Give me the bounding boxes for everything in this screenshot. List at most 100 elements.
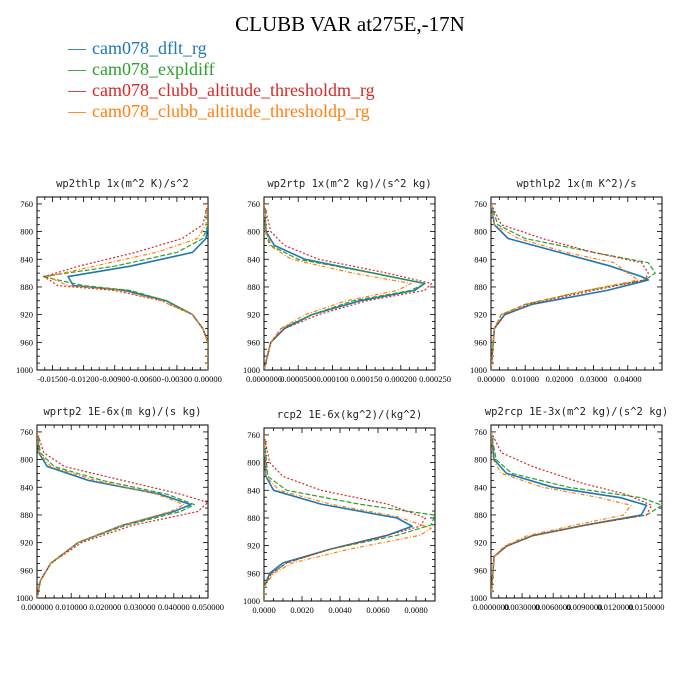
y-tick-label: 1000 [243,365,260,375]
y-tick-label: 800 [474,227,487,237]
y-tick-label: 880 [474,282,487,292]
plot-frame [263,427,436,602]
y-tick-label: 840 [474,482,487,492]
y-tick-label: 960 [20,337,33,347]
y-tick-label: 920 [474,310,487,320]
x-tick-label: 0.000200 [385,374,417,384]
y-tick-label: 760 [247,199,260,209]
chart-panel: rcp2 1E-6x(kg^2)/(kg^2) 760 800 840 880 920 96… [243,409,436,615]
x-tick-label: -0.01200 [68,374,98,384]
y-tick-label: 960 [247,568,260,578]
x-tick-label: -0.00600 [131,374,161,384]
x-tick-label: -0.00300 [162,374,192,384]
x-tick-label: -0.00900 [99,374,129,384]
y-tick-label: 1000 [16,365,33,375]
y-tick-label: 840 [20,482,33,492]
series-line [491,203,639,370]
x-tick-label: 0.0000000 [246,374,282,384]
legend-item-thresholdm: — cam078_clubb_altitude_thresholdm_rg [68,80,375,101]
series-line [264,434,435,601]
series-line [37,431,195,598]
series-line [43,203,208,370]
y-tick-label: 960 [247,337,260,347]
x-tick-label: 0.00000 [194,374,222,384]
y-tick-label: 920 [20,538,33,548]
x-tick-label: 0.0000500 [280,374,316,384]
y-tick-label: 960 [474,337,487,347]
x-tick-label: 0.0030000 [504,602,540,612]
y-tick-label: 800 [247,227,260,237]
x-tick-label: 0.030000 [124,602,156,612]
y-tick-label: 1000 [243,596,260,606]
y-tick-label: 920 [474,538,487,548]
x-tick-label: 0.000250 [419,374,451,384]
x-tick-label: 0.04000 [614,374,642,384]
x-tick-label: 0.0080 [404,605,427,615]
y-tick-label: 880 [20,282,33,292]
series-line [46,203,208,370]
figure-title: CLUBB VAR at275E,-17N [235,12,465,36]
chart-panel: wp2rcp 1E-3x(m^2 kg)/(s^2 kg) 760 800 840 88… [470,406,668,612]
legend-line-icon: — [68,80,86,100]
legend-label: cam078_dflt_rg [92,38,207,58]
plot-frame [263,196,436,371]
plot-frame [36,424,209,599]
x-tick-label: 0.050000 [192,602,224,612]
x-tick-label: 0.040000 [158,602,190,612]
series-line [264,203,412,370]
legend-item-thresholdp: — cam078_clubb_altitude_thresholdp_rg [68,101,375,122]
series-line [264,203,433,370]
x-tick-label: 0.000150 [351,374,383,384]
x-tick-label: 0.03000 [580,374,608,384]
series-line [37,431,185,598]
legend-item-expldiff: — cam078_expldiff [68,59,375,80]
x-tick-label: 0.010000 [55,602,87,612]
x-tick-label: 0.02000 [546,374,574,384]
x-tick-label: 0.0090000 [566,602,602,612]
series-line [264,434,432,601]
legend-label: cam078_clubb_altitude_thresholdm_rg [92,80,375,100]
legend-item-dflt: — cam078_dflt_rg [68,38,375,59]
panel-title: wprtp2 1E-6x(m kg)/(s kg) [43,406,201,418]
y-tick-label: 800 [474,455,487,465]
legend: — cam078_dflt_rg — cam078_expldiff — cam078… [68,38,375,122]
chart-panel: wpthlp2 1x(m K^2)/s 760 800 840 880 920 960 100… [470,178,663,384]
x-tick-label: 0.01000 [511,374,539,384]
y-tick-label: 880 [247,513,260,523]
y-tick-label: 800 [20,455,33,465]
y-tick-label: 840 [247,254,260,264]
y-tick-label: 920 [247,541,260,551]
panel-title: wp2rcp 1E-3x(m^2 kg)/(s^2 kg) [485,406,668,418]
y-tick-label: 880 [474,510,487,520]
series-line [491,431,662,598]
series-line [264,203,426,370]
y-tick-label: 1000 [16,593,33,603]
x-tick-label: 0.0020 [290,605,313,615]
legend-label: cam078_expldiff [92,59,215,79]
x-tick-label: 0.0040 [328,605,351,615]
y-tick-label: 760 [474,427,487,437]
chart-panel: wp2thlp 1x(m^2 K)/s^2 760 800 840 880 920 960 1… [16,178,222,384]
panel-title: wpthlp2 1x(m K^2)/s [516,178,636,190]
x-tick-label: 0.00000 [477,374,505,384]
y-tick-label: 800 [247,458,260,468]
x-tick-label: 0.000100 [316,374,348,384]
y-tick-label: 960 [20,565,33,575]
legend-line-icon: — [68,101,86,121]
panel-title: wp2thlp 1x(m^2 K)/s^2 [56,178,189,190]
x-tick-label: 0.020000 [89,602,121,612]
panel-title: rcp2 1E-6x(kg^2)/(kg^2) [277,409,422,421]
series-line [491,203,656,370]
x-tick-label: 0.000000 [21,602,53,612]
x-tick-label: 0.0000 [252,605,275,615]
x-tick-label: 0.0000000 [473,602,509,612]
y-tick-label: 840 [247,485,260,495]
y-tick-label: 760 [474,199,487,209]
series-line [491,431,653,598]
y-tick-label: 760 [20,427,33,437]
chart-panel: wprtp2 1E-6x(m kg)/(s kg) 760 800 840 880 920… [16,406,224,612]
y-tick-label: 840 [20,254,33,264]
y-tick-label: 760 [20,199,33,209]
plot-frame [490,424,663,599]
